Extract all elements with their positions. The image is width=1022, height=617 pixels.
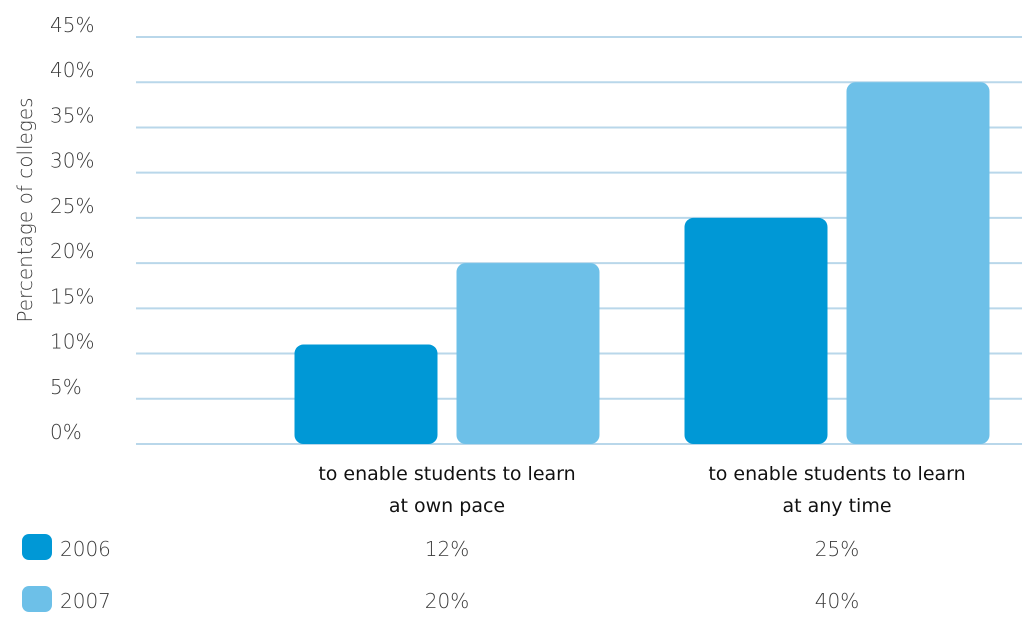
y-tick-label: 10% (50, 330, 94, 354)
data-table-value: 40% (815, 589, 859, 613)
category-label: to enable students to learn (318, 463, 575, 485)
legend-swatch-2006 (22, 534, 52, 560)
y-tick-label: 25% (50, 194, 94, 218)
y-tick-label: 35% (50, 103, 94, 127)
y-tick-label: 30% (50, 149, 94, 173)
bar-2006-1 (294, 344, 438, 444)
y-axis-ticks: 0% 5% 10% 15% 20% 25% 30% 35% 40% 45% (50, 13, 94, 444)
category-labels: to enable students to learn at own pace to… (318, 463, 965, 517)
legend-swatch-2007 (22, 586, 52, 612)
y-tick-label: 40% (50, 58, 94, 82)
y-tick-label: 15% (50, 284, 94, 308)
legend-label: 2007 (60, 589, 111, 613)
bars (294, 82, 990, 444)
category-label: to enable students to learn (708, 463, 965, 485)
y-tick-label: 20% (50, 239, 94, 263)
legend-label: 2006 (60, 537, 111, 561)
data-table-value: 20% (425, 589, 469, 613)
category-label: at own pace (389, 495, 505, 517)
legend-data-table: 2006 12% 25% 2007 20% 40% (22, 534, 859, 613)
data-table-value: 12% (425, 537, 469, 561)
y-tick-label: 0% (50, 420, 82, 444)
bar-2007-2 (846, 82, 990, 444)
data-table-value: 25% (815, 537, 859, 561)
bar-2007-1 (456, 263, 600, 444)
category-label: at any time (782, 495, 891, 517)
y-tick-label: 45% (50, 13, 94, 37)
y-tick-label: 5% (50, 375, 82, 399)
y-axis-label: Percentage of colleges (13, 97, 37, 322)
bar-2006-2 (684, 217, 828, 444)
